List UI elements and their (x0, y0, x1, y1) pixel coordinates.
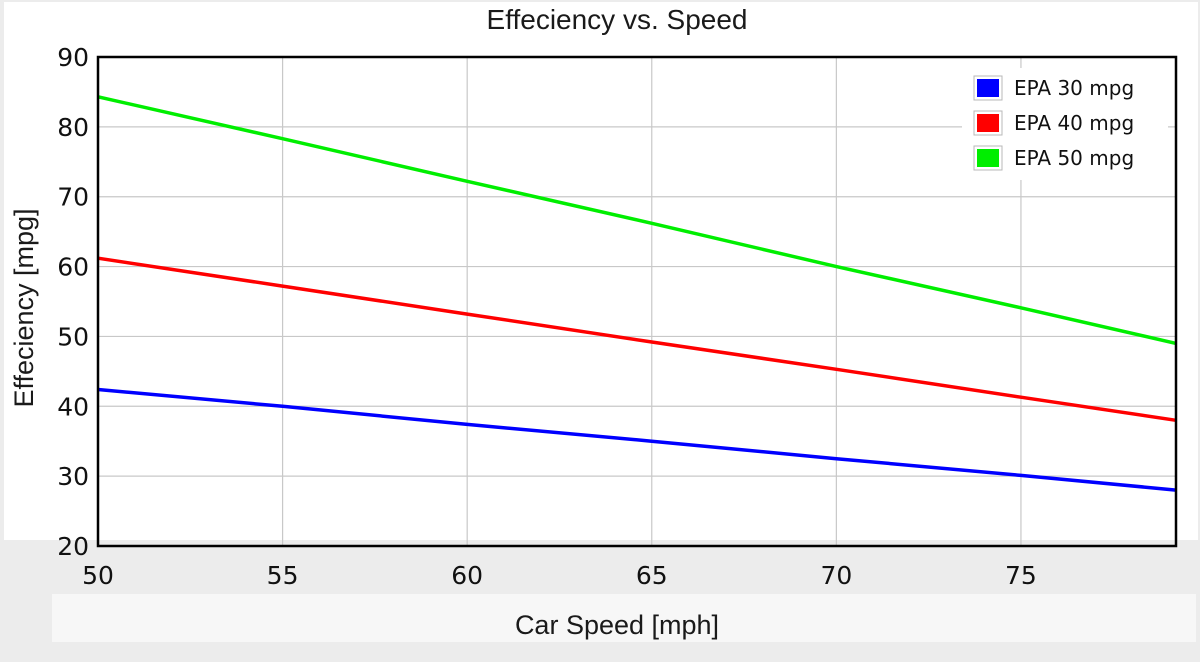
legend-label-2: EPA 40 mpg (1014, 111, 1134, 135)
y-tick-label: 20 (57, 532, 89, 561)
legend: EPA 30 mpg EPA 40 mpg EPA 50 mpg (962, 68, 1168, 180)
tick-labels: 50 55 60 65 70 75 20 30 40 50 60 70 80 90 (57, 43, 1037, 590)
xlabel-panel (52, 594, 1196, 642)
x-axis-label: Car Speed [mph] (515, 610, 719, 640)
legend-label-3: EPA 50 mpg (1014, 146, 1134, 170)
y-axis-label: Effeciency [mpg] (9, 208, 39, 407)
y-tick-label: 30 (57, 462, 89, 491)
grid-lines (98, 57, 1176, 546)
legend-swatch-1 (977, 79, 999, 97)
series-line-2 (97, 256, 1177, 423)
x-tick-label: 70 (820, 561, 852, 590)
series-line-3 (97, 95, 1177, 346)
legend-swatch-2 (977, 114, 999, 132)
y-tick-label: 60 (57, 253, 89, 282)
x-tick-label: 60 (451, 561, 483, 590)
y-tick-label: 40 (57, 392, 89, 421)
y-tick-label: 90 (57, 43, 89, 72)
legend-items: EPA 30 mpg EPA 40 mpg EPA 50 mpg (973, 75, 1134, 171)
y-tick-label: 50 (57, 322, 89, 351)
legend-label-1: EPA 30 mpg (1014, 76, 1134, 100)
legend-swatch-3 (977, 149, 999, 167)
x-tick-label: 50 (82, 561, 114, 590)
x-tick-label: 75 (1005, 561, 1037, 590)
series-line-1 (97, 387, 1177, 492)
plot-frame (96, 55, 1178, 548)
x-tick-label: 65 (636, 561, 668, 590)
y-tick-label: 80 (57, 113, 89, 142)
y-tick-label: 70 (57, 183, 89, 212)
series-lines (97, 95, 1177, 492)
chart-title: Effeciency vs. Speed (487, 4, 748, 35)
x-tick-label: 55 (267, 561, 299, 590)
